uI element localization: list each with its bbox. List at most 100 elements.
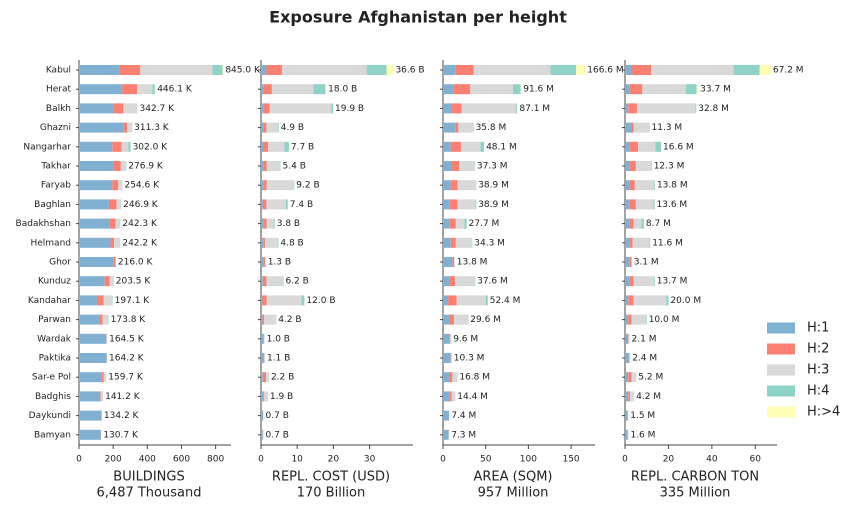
x-tick-label: 60 [750,455,762,465]
bar-segment [263,237,265,248]
bar-segment [261,65,267,75]
bar-segment [102,314,109,325]
bar-segment [261,161,264,171]
bar-segment [633,295,667,306]
bar-segment [625,429,628,440]
bar-segment [450,333,452,344]
legend-swatch [767,385,795,397]
bar-segment [261,84,264,95]
total-label: 141.2 K [105,392,141,402]
total-label: 35.8 M [476,123,507,133]
total-label: 87.1 M [519,104,550,114]
bar-segment [109,276,114,287]
total-label: 37.6 M [477,277,508,287]
bar-segment [625,257,630,267]
total-label: 164.2 K [109,354,145,364]
bar-segment [79,257,114,267]
x-tick-label: 800 [207,455,224,465]
x-tick-label: 400 [139,455,156,465]
total-label: 2.4 M [632,354,657,364]
bar-segment [666,295,669,306]
bar-segment [485,295,488,306]
bar-segment [629,84,643,95]
total-label: 1.3 B [268,258,291,268]
total-label: 91.6 M [523,85,554,95]
bar-segment [452,372,458,383]
total-label: 13.7 M [657,277,688,287]
total-label: 7.4 M [451,411,476,421]
bar-segment [79,237,111,248]
bar-segment [266,65,282,75]
bar-segment [263,141,269,152]
bar-segment [625,353,629,363]
bar-segment [629,257,632,267]
bar-segment [625,65,632,75]
total-label: 2.2 B [271,373,294,383]
bar-segment [648,122,650,133]
bar-segment [457,199,476,210]
bar-segment [443,103,452,114]
total-label: 11.3 M [652,123,683,133]
total-label: 37.3 M [477,162,508,172]
bar-segment [625,410,628,421]
bar-segment [634,180,655,191]
y-tick-label: Nangarhar [23,142,71,152]
bar-segment [115,218,121,229]
x-tick-label: 30 [364,455,376,465]
legend-label: H:>4 [807,405,840,420]
bar-segment [263,122,267,133]
bar-segment [443,314,449,325]
bar-segment [516,103,518,114]
bar-segment [261,429,263,440]
total-label: 19.9 B [335,104,364,114]
bar-segment [261,314,263,325]
bar-segment [443,199,450,210]
y-tick-label: Ghazni [40,123,71,133]
bar-segment [513,84,521,95]
bar-segment [301,295,305,306]
bar-segment [625,333,629,344]
bar-segment [266,295,302,306]
bar-segment [103,295,113,306]
bar-segment [451,161,460,171]
bar-segment [653,199,655,210]
total-label: 203.5 K [116,277,152,287]
bar-segment [759,65,771,75]
bar-segment [631,65,652,75]
y-tick-label: Kabul [46,66,71,76]
bar-segment [454,314,468,325]
y-tick-label: Kunduz [38,277,71,287]
bar-segment [262,429,264,440]
chart-title: Exposure Afghanistan per height [269,8,567,27]
bar-segment [625,199,630,210]
bar-segment [649,237,651,248]
bar-segment [121,141,129,152]
bar-segment [455,122,459,133]
bar-segment [696,84,699,95]
total-label: 14.4 M [457,392,488,402]
total-label: 1.5 M [630,411,655,421]
y-tick-label: Wardak [37,334,72,344]
bar-segment [443,84,454,95]
bar-segment [443,122,456,133]
bar-segment [636,103,696,114]
bar-segment [266,161,281,171]
total-label: 216.0 K [118,258,154,268]
x-axis-detail: 6,487 Thousand [97,486,202,501]
bar-segment [461,103,516,114]
total-label: 9.6 M [453,334,478,344]
bar-segment [459,161,475,171]
total-label: 36.6 B [395,66,424,76]
bar-segment [222,65,224,75]
total-label: 254.6 K [124,181,160,191]
bar-segment [116,199,121,210]
total-label: 16.6 M [663,142,694,152]
bar-segment [263,84,272,95]
bar-segment [443,333,450,344]
x-axis-label: REPL. COST (USD) [272,470,390,485]
total-label: 4.2 M [636,392,661,402]
bar-segment [366,65,387,75]
bar-segment [152,84,155,95]
bar-segment [455,65,474,75]
bar-segment [284,141,289,152]
